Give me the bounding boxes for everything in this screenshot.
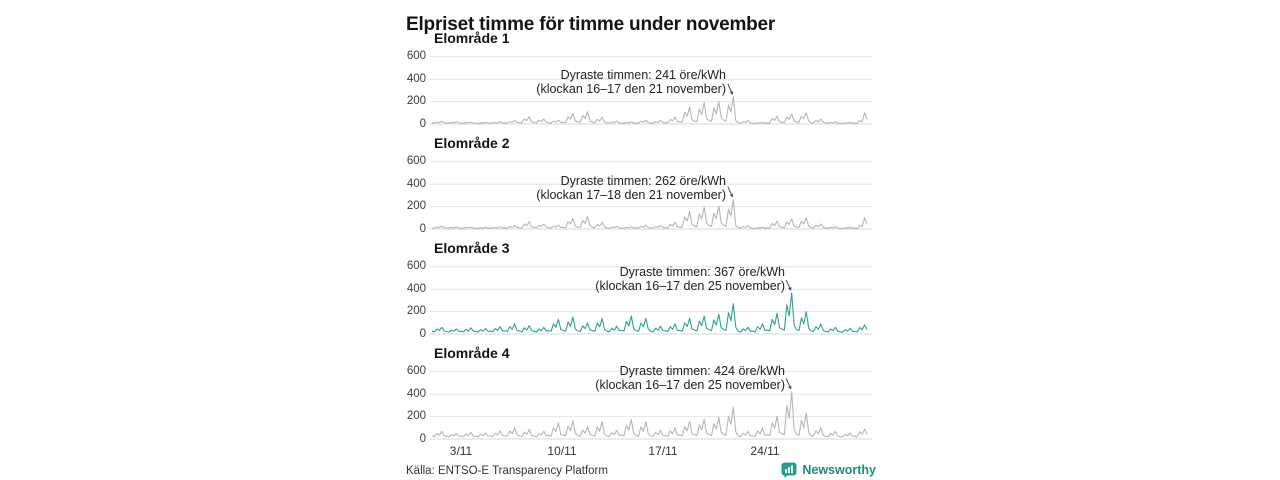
panel-elomrade-1: Elområde 1 Dyraste timmen: 241 öre/kWh (… bbox=[406, 27, 876, 132]
peak-arrow bbox=[785, 279, 791, 290]
price-line bbox=[431, 390, 868, 438]
peak-annotation: Dyraste timmen: 424 öre/kWh (klockan 16–… bbox=[595, 364, 785, 392]
peak-annotation: Dyraste timmen: 262 öre/kWh (klockan 17–… bbox=[536, 174, 726, 202]
price-line bbox=[431, 199, 868, 229]
peak-annotation: Dyraste timmen: 367 öre/kWh (klockan 16–… bbox=[595, 265, 785, 293]
line-chart-elomrade-3 bbox=[430, 266, 872, 335]
peak-annotation-line1: Dyraste timmen: 262 öre/kWh bbox=[560, 174, 726, 188]
peak-arrowhead bbox=[788, 385, 792, 390]
newsworthy-branding: Newsworthy bbox=[781, 462, 876, 478]
x-tick: 17/11 bbox=[648, 444, 678, 458]
x-tick: 24/11 bbox=[750, 444, 780, 458]
y-tick: 400 bbox=[406, 283, 426, 295]
peak-annotation-line1: Dyraste timmen: 424 öre/kWh bbox=[619, 364, 785, 378]
panel-title: Elområde 2 bbox=[434, 135, 510, 151]
page-title: Elpriset timme för timme under november bbox=[406, 13, 776, 35]
y-tick: 0 bbox=[419, 433, 426, 445]
peak-arrow bbox=[727, 83, 733, 94]
y-tick: 400 bbox=[406, 73, 426, 85]
y-tick: 0 bbox=[419, 328, 426, 340]
price-line bbox=[431, 96, 868, 124]
peak-annotation-line1: Dyraste timmen: 241 öre/kWh bbox=[560, 68, 726, 82]
y-tick: 200 bbox=[406, 410, 426, 422]
y-tick: 600 bbox=[406, 155, 426, 167]
x-tick: 10/11 bbox=[547, 444, 577, 458]
x-axis: 3/11 10/11 17/11 24/11 bbox=[406, 444, 876, 458]
y-tick: 200 bbox=[406, 305, 426, 317]
line-chart-elomrade-2 bbox=[430, 161, 872, 230]
y-tick: 600 bbox=[406, 50, 426, 62]
panel-elomrade-4: Elområde 4 Dyraste timmen: 424 öre/kWh (… bbox=[406, 342, 876, 447]
peak-annotation: Dyraste timmen: 241 öre/kWh (klockan 16–… bbox=[536, 68, 726, 96]
peak-annotation-line2: (klockan 17–18 den 21 november) bbox=[536, 187, 726, 202]
panel-elomrade-2: Elområde 2 Dyraste timmen: 262 öre/kWh (… bbox=[406, 132, 876, 237]
panel-title: Elområde 1 bbox=[434, 30, 510, 46]
panel-title: Elområde 3 bbox=[434, 240, 510, 256]
y-tick: 200 bbox=[406, 95, 426, 107]
peak-annotation-line2: (klockan 16–17 den 25 november) bbox=[595, 377, 785, 392]
panel-title: Elområde 4 bbox=[434, 345, 510, 361]
x-tick: 3/11 bbox=[449, 444, 473, 458]
y-tick: 0 bbox=[419, 223, 426, 235]
newsworthy-text: Newsworthy bbox=[802, 463, 876, 477]
newsworthy-logo-icon bbox=[781, 462, 797, 478]
peak-arrowhead bbox=[729, 91, 733, 96]
peak-annotation-line2: (klockan 16–17 den 21 november) bbox=[536, 81, 726, 96]
source-text: Källa: ENTSO-E Transparency Platform bbox=[406, 465, 608, 477]
chart-figure: Elpriset timme för timme under november … bbox=[406, 0, 876, 480]
panel-elomrade-3: Elområde 3 Dyraste timmen: 367 öre/kWh (… bbox=[406, 237, 876, 342]
peak-arrow bbox=[785, 378, 791, 388]
y-tick: 400 bbox=[406, 388, 426, 400]
y-tick: 600 bbox=[406, 365, 426, 377]
peak-annotation-line1: Dyraste timmen: 367 öre/kWh bbox=[619, 265, 785, 279]
y-tick: 400 bbox=[406, 178, 426, 190]
price-line bbox=[431, 292, 868, 333]
line-chart-elomrade-4 bbox=[430, 371, 872, 440]
peak-arrow bbox=[727, 186, 733, 197]
peak-annotation-line2: (klockan 16–17 den 25 november) bbox=[595, 278, 785, 293]
peak-arrowhead bbox=[729, 193, 733, 198]
y-tick: 200 bbox=[406, 200, 426, 212]
y-tick: 0 bbox=[419, 118, 426, 130]
line-chart-elomrade-1 bbox=[430, 56, 872, 125]
y-tick: 600 bbox=[406, 260, 426, 272]
peak-arrowhead bbox=[788, 287, 792, 291]
